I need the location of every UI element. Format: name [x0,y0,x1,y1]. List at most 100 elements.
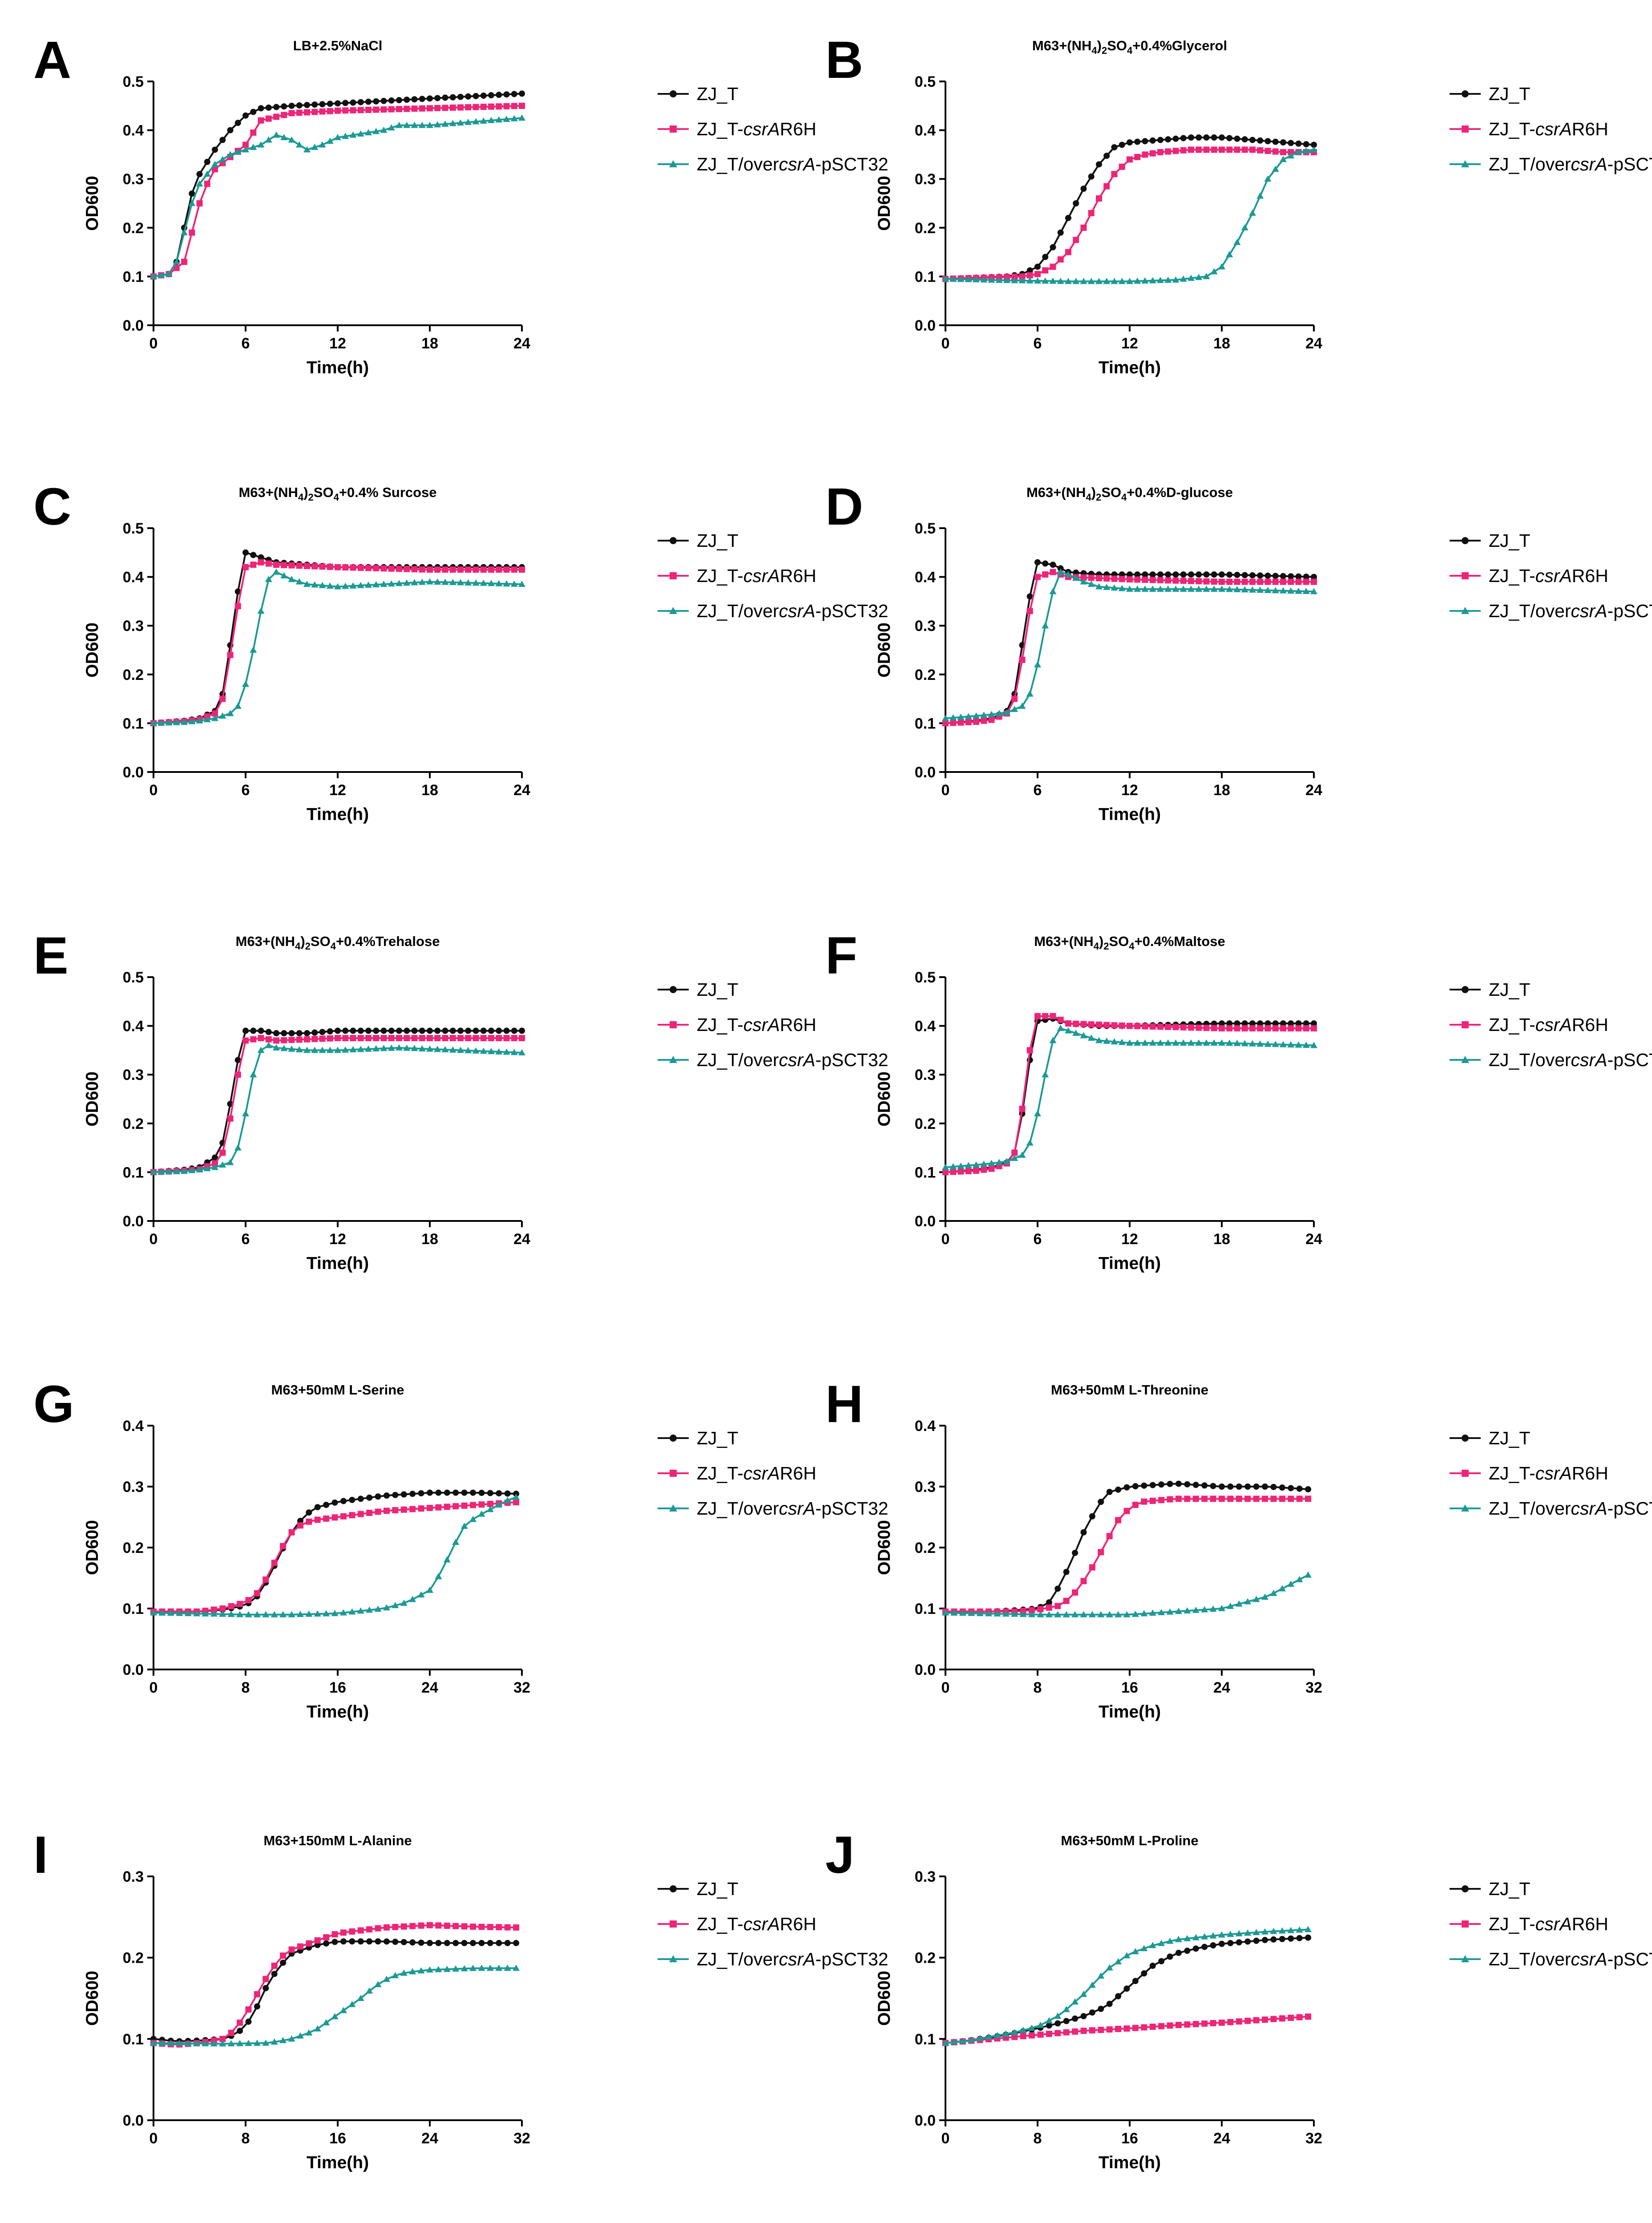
data-point [380,106,387,113]
data-point [1310,146,1317,153]
data-point [1211,134,1217,141]
data-point [488,580,495,586]
legend-label: ZJ_T-csrAR6H [1489,1014,1608,1035]
y-tick-label: 0.3 [915,1868,936,1885]
data-point [1026,608,1033,614]
data-point [365,1027,372,1034]
data-point [1134,154,1141,160]
series-ZJ-T-overcsrA-pSCT32 [150,1042,525,1175]
data-point [173,265,180,271]
data-point [1057,1025,1064,1031]
data-point [1219,2019,1225,2026]
data-point [519,102,525,109]
data-point [319,141,326,148]
data-point [327,101,333,107]
data-point [1080,2028,1087,2034]
data-point [375,1925,381,1932]
data-point [1288,1495,1294,1502]
data-point [1180,147,1187,154]
legend: ZJ_T ZJ_T-csrAR6H ZJ_T/overcsrA-pSCT32 [1450,530,1652,621]
data-point [1172,1039,1179,1046]
data-point [480,579,487,586]
data-point [1028,2025,1036,2031]
data-point [281,1037,287,1043]
data-point [242,146,249,153]
data-point [1057,568,1064,575]
data-point [1288,149,1294,155]
y-tick-label: 0.4 [123,1018,144,1035]
data-point [411,105,418,112]
data-point [1134,1023,1141,1030]
data-point [434,95,441,101]
data-point [1262,1937,1268,1944]
data-point [1218,1605,1225,1611]
data-point [1106,1964,1113,1971]
data-point [1303,578,1309,585]
data-point [1065,571,1072,578]
data-point [1072,278,1080,284]
data-point [1050,562,1056,568]
data-point [435,1504,442,1511]
data-point [1302,147,1310,154]
data-point [495,580,503,586]
data-point [326,137,334,144]
data-point [1196,134,1202,141]
data-point [1234,1020,1240,1027]
data-point [188,718,196,724]
data-point [380,1027,387,1034]
data-point [226,710,234,716]
data-point [1019,1105,1026,1112]
data-point [495,1048,503,1055]
legend-marker [670,572,677,579]
data-point [511,1027,517,1034]
data-point [1261,1593,1269,1600]
data-point [1034,574,1041,580]
series-line [153,1491,517,1613]
legend-marker [669,607,677,614]
data-point [973,276,980,283]
data-point [1188,1039,1195,1046]
data-point [496,1490,502,1497]
data-point [271,1560,278,1566]
data-point [1034,263,1041,270]
legend-label: ZJ_T-csrAR6H [697,119,816,139]
data-point [426,578,433,585]
data-point [1175,1480,1182,1487]
data-point [1057,256,1064,263]
data-point [968,2036,975,2043]
data-point [1264,148,1271,154]
data-point [1311,141,1317,148]
y-axis-label: OD600 [875,622,894,678]
data-point [193,2040,201,2046]
data-point [176,1609,183,1616]
data-point [487,1490,493,1496]
data-point [1072,2028,1078,2035]
series-line [153,551,522,724]
data-point [480,1027,487,1034]
data-point [1219,1025,1225,1032]
data-point [1179,275,1187,282]
data-point [203,1165,211,1172]
data-point [1218,263,1225,270]
data-point [1157,577,1163,583]
data-point [418,1940,424,1946]
data-point [488,1027,494,1034]
data-point [1034,559,1041,566]
data-point [994,2032,1001,2038]
data-point [295,578,303,585]
data-point [237,1601,243,1607]
data-point [1226,586,1233,592]
x-tick-label: 32 [513,1679,530,1696]
data-point [1272,573,1279,579]
data-point [1219,578,1225,585]
data-point [480,1035,487,1041]
data-point [331,1939,338,1945]
legend: ZJ_T ZJ_T-csrAR6H ZJ_T/overcsrA-pSCT32 [1450,84,1652,174]
data-point [265,560,272,567]
data-point [380,581,388,587]
data-point [1241,1040,1248,1047]
data-point [1026,593,1033,600]
x-axis-label: Time(h) [1099,1254,1161,1273]
data-point [1241,224,1248,230]
